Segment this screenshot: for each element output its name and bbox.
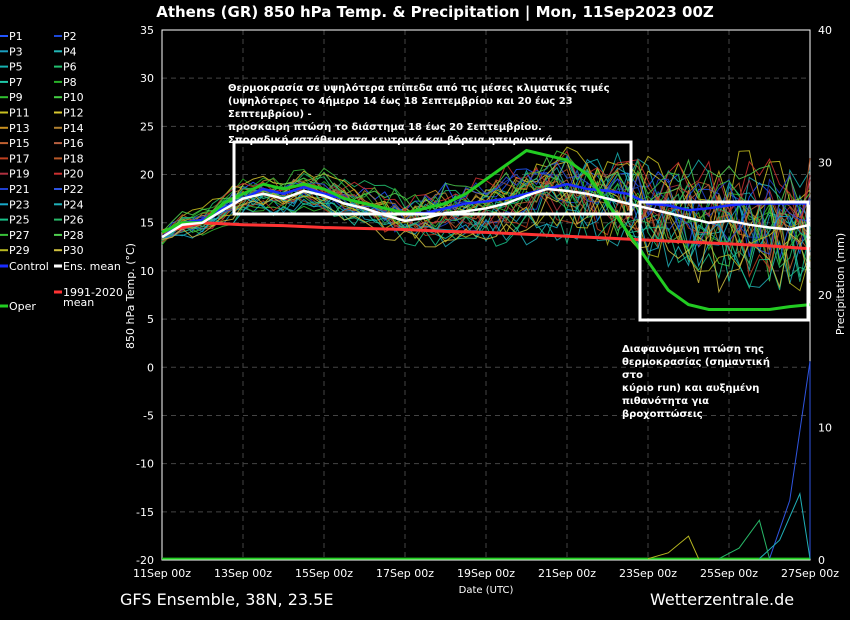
x-tick-label: 13Sep 00z bbox=[214, 567, 272, 580]
legend-item-p24: P24 bbox=[63, 198, 84, 211]
annotation-box-warm-period bbox=[232, 140, 633, 216]
legend-item-p7: P7 bbox=[9, 76, 23, 89]
annotation-line: προσκαιρη πτώση το διάστημα 18 έως 20 Σε… bbox=[228, 122, 542, 133]
footer-model-info: GFS Ensemble, 38N, 23.5E bbox=[120, 590, 334, 609]
annotation-cooling: Διαφαινόμενη πτώση της θερμοκρασίας (σημ… bbox=[622, 343, 792, 421]
annotation-line: κύριο run) και αυξημένη bbox=[622, 383, 760, 394]
member-line-p21 bbox=[161, 169, 811, 242]
legend-item-p29: P29 bbox=[9, 244, 30, 257]
x-axis-label: Date (UTC) bbox=[459, 585, 514, 596]
annotation-box-cooling bbox=[638, 200, 810, 322]
y-tick-label: -10 bbox=[136, 458, 154, 471]
y-tick-label: -20 bbox=[136, 554, 154, 567]
series-line-control bbox=[161, 182, 810, 239]
legend-item-p23: P23 bbox=[9, 198, 30, 211]
legend-item-p19: P19 bbox=[9, 168, 30, 181]
precip-line-p26 bbox=[718, 519, 770, 560]
legend-item-p18: P18 bbox=[63, 152, 84, 165]
y-tick-label: 5 bbox=[147, 313, 154, 326]
legend-item-p21: P21 bbox=[9, 183, 30, 196]
chart-title: Athens (GR) 850 hPa Temp. & Precipitatio… bbox=[156, 3, 714, 22]
legend-item-p1: P1 bbox=[9, 30, 23, 43]
x-tick-label: 23Sep 00z bbox=[619, 567, 677, 580]
annotation-line: Θερμοκρασία σε υψηλότερα επίπεδα από τις… bbox=[228, 83, 610, 94]
legend-item-p30: P30 bbox=[63, 244, 84, 257]
y-axis-label-right: Precipitation (mm) bbox=[834, 233, 847, 335]
legend-item-p4: P4 bbox=[63, 45, 77, 58]
precip-line-p22 bbox=[769, 361, 811, 559]
annotation-line: Σποραδική αστάθεια στα κεντρικά και βόρε… bbox=[228, 135, 557, 146]
x-tick-label: 27Sep 00z bbox=[781, 567, 839, 580]
member-line-p27 bbox=[161, 150, 811, 263]
legend-item-p13: P13 bbox=[9, 122, 30, 135]
x-tick-label: 19Sep 00z bbox=[457, 567, 515, 580]
x-tick-label: 21Sep 00z bbox=[538, 567, 596, 580]
legend-item-p8: P8 bbox=[63, 76, 77, 89]
legend-item-p26: P26 bbox=[63, 214, 84, 227]
y-tick-label: 10 bbox=[140, 265, 154, 278]
legend-item-climatology-line: 1991-2020 bbox=[63, 286, 123, 299]
main-series bbox=[161, 148, 811, 311]
y-right-tick-label: 40 bbox=[818, 24, 832, 37]
plot-frame bbox=[161, 29, 811, 561]
annotation-line: πιθανότητα για βροχοπτώσεις bbox=[622, 396, 710, 420]
precip-line-p24 bbox=[759, 491, 811, 560]
x-tick-label: 15Sep 00z bbox=[295, 567, 353, 580]
y-right-tick-label: 20 bbox=[818, 289, 832, 302]
annotation-warm-period: Θερμοκρασία σε υψηλότερα επίπεδα από τις… bbox=[228, 82, 628, 147]
legend-item-p25: P25 bbox=[9, 214, 30, 227]
y-tick-label: 20 bbox=[140, 169, 154, 182]
annotation-line: (υψηλότερες το 4ήμερο 14 έως 18 Σεπτεμβρ… bbox=[228, 96, 573, 120]
legend-item-p17: P17 bbox=[9, 152, 30, 165]
legend-item-p16: P16 bbox=[63, 137, 84, 150]
precipitation-series bbox=[162, 361, 811, 560]
annotation-line: θερμοκρασίας (σημαντική στο bbox=[622, 357, 770, 381]
legend-item-p2: P2 bbox=[63, 30, 77, 43]
x-tick-label: 11Sep 00z bbox=[133, 567, 191, 580]
legend-item-p3: P3 bbox=[9, 45, 23, 58]
y-tick-label: 25 bbox=[140, 120, 154, 133]
y-tick-label: 30 bbox=[140, 72, 154, 85]
annotation-line: Διαφαινόμενη πτώση της bbox=[622, 344, 764, 355]
legend-item-p9: P9 bbox=[9, 91, 23, 104]
legend-item-p28: P28 bbox=[63, 229, 84, 242]
precip-line-p29 bbox=[647, 535, 700, 560]
y-axis-label-left: 850 hPa Temp. (°C) bbox=[124, 243, 137, 349]
legend-item-p14: P14 bbox=[63, 122, 84, 135]
legend-item-p11: P11 bbox=[9, 107, 30, 120]
legend-item-p12: P12 bbox=[63, 107, 84, 120]
series-line-1991-2020-mean bbox=[161, 221, 811, 251]
legend-item-p22: P22 bbox=[63, 183, 84, 196]
x-tick-label: 25Sep 00z bbox=[700, 567, 758, 580]
y-tick-label: -5 bbox=[143, 409, 154, 422]
footer-source: Wetterzentrale.de bbox=[650, 590, 795, 609]
y-right-tick-label: 10 bbox=[818, 422, 832, 435]
axes: 35 30 25 20 15 10 5 0 -5 -10 -15 -20 40 30 20 10 0 11Sep … bbox=[133, 24, 839, 580]
y-tick-label: -15 bbox=[136, 506, 154, 519]
legend-item-p5: P5 bbox=[9, 61, 23, 74]
legend-item-p15: P15 bbox=[9, 137, 30, 150]
legend-item-climatology: 1991-2020 mean bbox=[63, 286, 123, 309]
y-tick-label: 15 bbox=[140, 217, 154, 230]
legend-item-oper: Oper bbox=[9, 300, 36, 313]
series-line-oper bbox=[161, 148, 811, 311]
x-tick-label: 17Sep 00z bbox=[376, 567, 434, 580]
legend-item-p27: P27 bbox=[9, 229, 30, 242]
legend-item-p20: P20 bbox=[63, 168, 84, 181]
member-line-p23 bbox=[161, 197, 811, 268]
legend-item-p6: P6 bbox=[63, 61, 77, 74]
y-right-tick-label: 30 bbox=[818, 157, 832, 170]
series-line-ens-mean bbox=[161, 187, 811, 239]
legend-item-p10: P10 bbox=[63, 91, 84, 104]
member-line-p17 bbox=[161, 189, 811, 279]
legend-item-ens-mean: Ens. mean bbox=[63, 260, 121, 273]
legend: P1 P2 P3 P4 P5 P6 P7 P8 P9 P10 P11 P12 P13 P14 P15 P16 P… bbox=[0, 30, 123, 313]
y-tick-label: 35 bbox=[140, 24, 154, 37]
member-line-p30 bbox=[161, 191, 811, 294]
y-right-tick-label: 0 bbox=[818, 554, 825, 567]
y-tick-label: 0 bbox=[147, 361, 154, 374]
legend-item-climatology-line: mean bbox=[63, 296, 94, 309]
legend-item-control: Control bbox=[9, 260, 49, 273]
